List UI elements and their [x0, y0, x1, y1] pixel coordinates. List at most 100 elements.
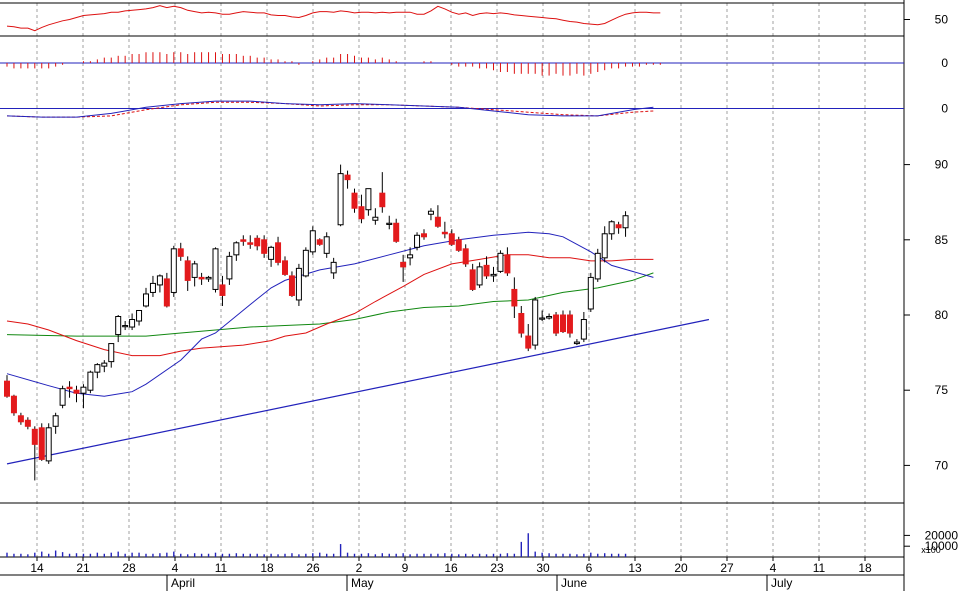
candle-body: [400, 261, 407, 268]
candle: [483, 256, 490, 279]
candle-body: [573, 341, 580, 345]
candle: [490, 266, 497, 282]
candle-body: [309, 230, 316, 253]
x-day-label-7: 2: [356, 561, 363, 575]
candle-body: [4, 380, 10, 397]
candle-body: [101, 362, 108, 367]
candle-body: [59, 388, 66, 406]
candle: [17, 412, 24, 425]
candle-body: [316, 239, 323, 245]
candle: [170, 245, 177, 297]
candle: [330, 257, 337, 279]
candle: [434, 205, 441, 228]
x-day-label-17: 11: [813, 561, 826, 575]
candle: [149, 275, 156, 297]
candle-body: [560, 314, 566, 333]
x-day-label-18: 18: [858, 561, 872, 575]
macd-tick-label: 0: [941, 102, 948, 116]
candle-body: [52, 415, 59, 427]
volume-scale-label: x100: [921, 545, 941, 555]
candle-body: [539, 317, 546, 320]
candle-body: [212, 248, 219, 290]
month-label-0: April: [171, 576, 195, 590]
candle-body: [504, 254, 511, 274]
candle: [407, 247, 414, 266]
candle-body: [490, 273, 497, 277]
x-day-label-8: 9: [402, 561, 409, 575]
x-day-label-10: 23: [490, 561, 504, 575]
x-day-label-5: 18: [260, 561, 274, 575]
candle: [108, 343, 115, 368]
candle-body: [497, 252, 504, 272]
candle: [351, 188, 358, 213]
candle: [240, 235, 247, 246]
volume-panel: [6, 533, 627, 557]
candle-body: [386, 222, 393, 225]
candle: [136, 309, 143, 326]
candle-body: [31, 428, 38, 445]
candle: [94, 363, 101, 379]
candle: [414, 232, 421, 251]
candle: [59, 385, 66, 409]
candle-body: [87, 371, 94, 391]
candle-body: [358, 206, 365, 220]
macd-line: [6, 100, 654, 118]
candle: [393, 218, 400, 243]
candle-body: [351, 192, 358, 209]
candle: [101, 360, 108, 373]
candle: [233, 241, 240, 261]
candle-body: [323, 236, 330, 254]
candle-body: [379, 192, 386, 208]
rsi-panel: [6, 5, 661, 32]
candle: [115, 315, 122, 343]
price-panel: [4, 164, 710, 481]
candle-body: [414, 234, 421, 248]
candle: [295, 263, 302, 306]
candle-body: [608, 221, 615, 235]
candle-body: [288, 275, 295, 296]
rsi-line: [6, 5, 661, 32]
candle: [539, 310, 546, 322]
candle: [52, 412, 59, 434]
candle-body: [233, 242, 240, 256]
candle: [400, 254, 407, 282]
candle-body: [295, 267, 302, 301]
candle-body: [24, 419, 31, 427]
candle-body: [448, 233, 455, 245]
candle-body: [275, 242, 282, 263]
x-day-label-1: 21: [76, 561, 90, 575]
candle: [372, 208, 379, 225]
candle-body: [17, 415, 24, 423]
candle-body: [365, 188, 372, 211]
candle-body: [191, 263, 198, 278]
candle-body: [553, 314, 560, 334]
candle-body: [330, 261, 337, 274]
candle: [24, 417, 31, 430]
candle-body: [455, 239, 462, 251]
x-day-label-0: 14: [30, 561, 44, 575]
x-day-label-15: 27: [720, 561, 734, 575]
candle: [469, 263, 476, 291]
candle: [4, 375, 10, 398]
x-day-label-14: 20: [674, 561, 688, 575]
x-day-label-4: 11: [215, 561, 228, 575]
candle: [66, 381, 73, 398]
macd-signal-line: [6, 101, 654, 118]
candle-body: [302, 249, 309, 277]
candle: [441, 221, 448, 239]
month-label-3: July: [771, 576, 792, 590]
candle-body: [66, 386, 73, 390]
x-day-label-6: 26: [306, 561, 320, 575]
candle: [219, 275, 226, 306]
price-tick-label-0: 90: [935, 158, 949, 172]
candle: [80, 384, 87, 409]
candle-body: [344, 174, 351, 181]
candle: [45, 423, 52, 464]
candle: [38, 423, 45, 461]
candle-body: [177, 248, 184, 257]
x-day-label-12: 6: [586, 561, 593, 575]
candle: [462, 244, 469, 267]
candle-body: [518, 312, 525, 334]
